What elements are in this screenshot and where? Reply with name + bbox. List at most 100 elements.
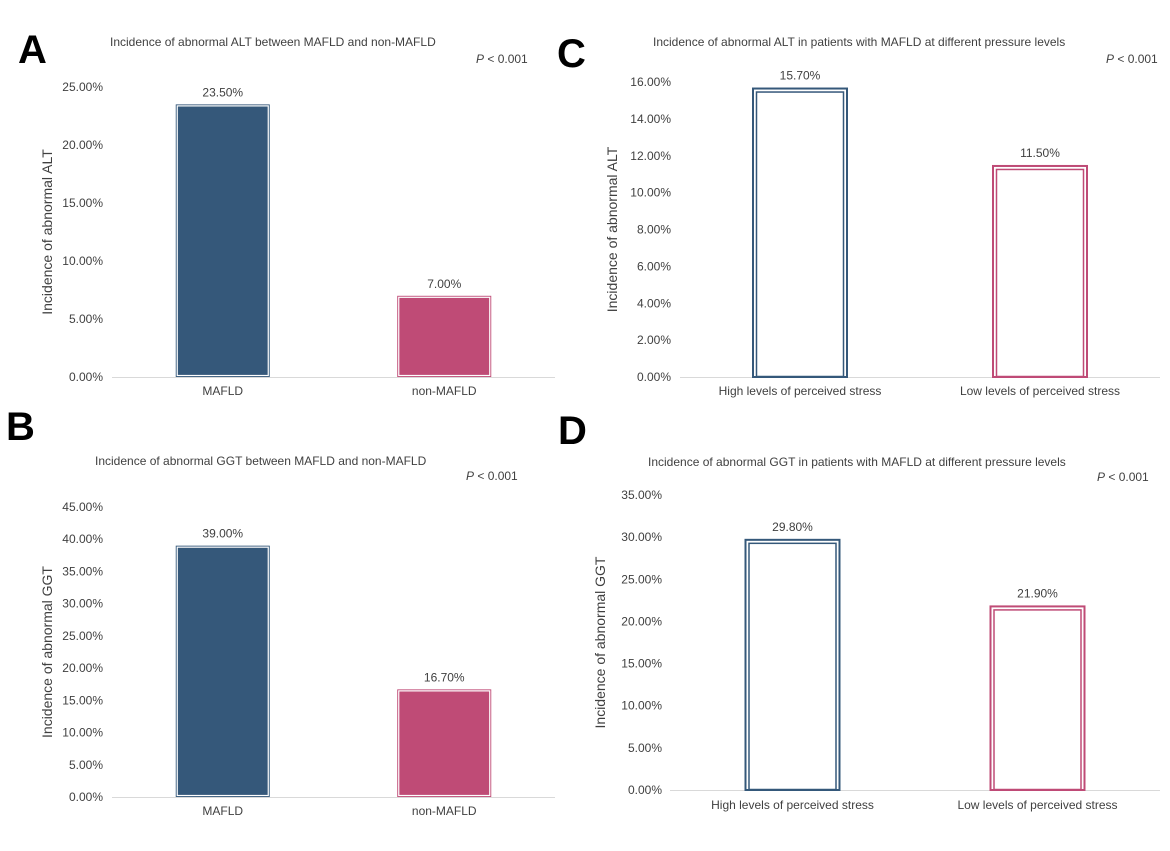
bar <box>992 164 1088 378</box>
y-tick-label: 2.00% <box>637 333 671 347</box>
chart-title: Incidence of abnormal ALT in patients wi… <box>653 35 1066 49</box>
chart-title: Incidence of abnormal ALT between MAFLD … <box>110 35 436 49</box>
bar <box>744 538 841 791</box>
bar-outline-inner <box>995 168 1085 378</box>
bar-outline-outer <box>989 605 1086 792</box>
y-tick-label: 35.00% <box>621 488 662 502</box>
p-value-symbol: P <box>1097 470 1106 484</box>
chart-svg: 0.00% 5.00% 10.00% 15.00% 20.00% 25.00% 30.00%… <box>39 500 555 818</box>
p-value-symbol: P <box>1106 52 1115 66</box>
bar-outline-inner <box>755 91 845 378</box>
panel-letter: B <box>6 405 35 449</box>
y-tick-label: 45.00% <box>62 500 103 514</box>
x-tick-label: non-MAFLD <box>412 384 477 398</box>
y-tick-label: 0.00% <box>628 783 662 797</box>
panel-letter: C <box>557 32 586 76</box>
bar <box>397 295 492 377</box>
p-value: P < 0.001 <box>1106 52 1158 66</box>
p-value: P < 0.001 <box>476 52 528 66</box>
data-label: 16.70% <box>424 670 465 684</box>
y-axis-label: Incidence of abnormal ALT <box>39 149 55 315</box>
panel-b: B Incidence of abnormal GGT between MAFL… <box>6 405 555 818</box>
y-tick-label: 10.00% <box>630 186 671 200</box>
bar-outline-inner <box>748 542 837 791</box>
chart-svg: 0.00% 2.00% 4.00% 6.00% 8.00% 10.00% 12.00% 14.… <box>604 69 1160 398</box>
panel-letter: D <box>558 409 587 453</box>
chart-svg: 0.00% 5.00% 10.00% 15.00% 20.00% 25.00% 30.00%… <box>592 488 1160 812</box>
p-value-text: < 0.001 <box>477 469 518 483</box>
y-tick-label: 10.00% <box>62 726 103 740</box>
x-tick-label: MAFLD <box>202 804 243 818</box>
y-tick-label: 20.00% <box>62 661 103 675</box>
panel-letter: A <box>18 28 47 72</box>
data-label: 7.00% <box>427 277 461 291</box>
y-tick-label: 10.00% <box>621 699 662 713</box>
bar-outline-inner <box>993 609 1082 791</box>
x-tick-label: High levels of perceived stress <box>711 798 874 812</box>
x-tick-label: Low levels of perceived stress <box>957 798 1117 812</box>
y-tick-label: 16.00% <box>630 75 671 89</box>
bar-inner-stroke <box>176 105 269 377</box>
chart-title: Incidence of abnormal GGT between MAFLD … <box>95 454 427 468</box>
p-value-text: < 0.001 <box>1117 52 1158 66</box>
p-value-text: < 0.001 <box>1108 470 1149 484</box>
y-tick-label: 20.00% <box>62 138 103 152</box>
chart-title: Incidence of abnormal GGT in patients wi… <box>648 455 1066 469</box>
p-value-symbol: P <box>466 469 475 483</box>
bar <box>175 104 270 378</box>
data-label: 15.70% <box>780 69 821 83</box>
bar <box>989 605 1086 792</box>
y-tick-label: 8.00% <box>637 223 671 237</box>
bar <box>752 87 848 378</box>
bar <box>397 689 492 797</box>
x-tick-label: Low levels of perceived stress <box>960 384 1120 398</box>
panel-d: D Incidence of abnormal GGT in patients … <box>558 0 1170 851</box>
chart-svg: 0.00% 5.00% 10.00% 15.00% 20.00% 25.00% Incide… <box>39 80 555 398</box>
data-label: 39.00% <box>202 527 243 541</box>
panel-c: C Incidence of abnormal ALT in patients … <box>557 0 1170 415</box>
y-tick-label: 0.00% <box>69 790 103 804</box>
y-tick-label: 5.00% <box>69 312 103 326</box>
y-tick-label: 12.00% <box>630 149 671 163</box>
y-tick-label: 5.00% <box>69 758 103 772</box>
panel-a: A Incidence of abnormal ALT between MAFL… <box>0 0 585 415</box>
y-tick-label: 35.00% <box>62 564 103 578</box>
p-value-text: < 0.001 <box>487 52 528 66</box>
y-tick-label: 15.00% <box>62 693 103 707</box>
y-tick-label: 30.00% <box>62 597 103 611</box>
data-label: 23.50% <box>202 85 243 99</box>
data-label: 11.50% <box>1020 146 1060 160</box>
p-value: P < 0.001 <box>1097 470 1149 484</box>
y-tick-label: 30.00% <box>621 530 662 544</box>
data-label: 29.80% <box>772 520 813 534</box>
bar-fill <box>397 689 492 797</box>
y-tick-label: 20.00% <box>621 614 662 628</box>
bar-inner-stroke <box>176 546 269 797</box>
y-tick-label: 15.00% <box>621 657 662 671</box>
y-tick-label: 5.00% <box>628 741 662 755</box>
bar <box>175 545 270 797</box>
y-tick-label: 4.00% <box>637 296 671 310</box>
y-tick-label: 0.00% <box>69 370 103 384</box>
y-tick-label: 14.00% <box>630 112 671 126</box>
y-tick-label: 40.00% <box>62 532 103 546</box>
y-axis-label: Incidence of abnormal GGT <box>39 566 55 738</box>
y-axis-label: Incidence of abnormal ALT <box>604 146 620 312</box>
y-tick-label: 25.00% <box>62 629 103 643</box>
bar-inner-stroke <box>398 690 491 797</box>
bar-fill <box>175 104 270 378</box>
y-tick-label: 15.00% <box>62 196 103 210</box>
bar-inner-stroke <box>398 296 491 377</box>
y-tick-label: 25.00% <box>621 572 662 586</box>
y-axis-label: Incidence of abnormal GGT <box>592 556 608 728</box>
p-value-symbol: P <box>476 52 485 66</box>
x-tick-label: High levels of perceived stress <box>719 384 882 398</box>
x-tick-label: MAFLD <box>202 384 243 398</box>
y-tick-label: 25.00% <box>62 80 103 94</box>
bar-fill <box>175 545 270 797</box>
bar-outline-outer <box>744 538 841 791</box>
y-tick-label: 10.00% <box>62 254 103 268</box>
p-value: P < 0.001 <box>466 469 518 483</box>
y-tick-label: 6.00% <box>637 259 671 273</box>
y-tick-label: 0.00% <box>637 370 671 384</box>
